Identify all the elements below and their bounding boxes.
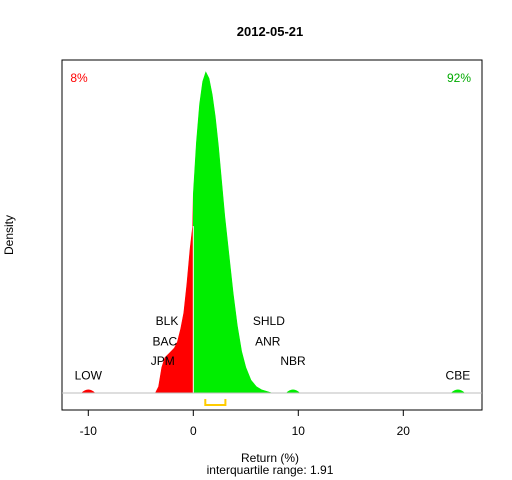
chart-title: 2012-05-21 — [237, 24, 304, 39]
ticker-label: CBE — [446, 368, 471, 382]
outlier-bump — [81, 389, 96, 393]
plot-frame — [61, 59, 483, 411]
ticker-label: JPM — [151, 354, 175, 368]
iqr-range-marker — [204, 399, 227, 406]
ticker-label: ANR — [255, 335, 281, 349]
percent-above-zero: 92% — [447, 71, 471, 85]
ticker-label: SHLD — [253, 314, 285, 328]
x-tick-label: 20 — [397, 424, 411, 438]
x-tick-label: -10 — [80, 424, 98, 438]
outlier-bumps — [81, 389, 465, 393]
ticker-label: BLK — [156, 314, 179, 328]
outlier-bump — [286, 389, 300, 393]
ticker-label: NBR — [280, 354, 306, 368]
x-axis-label: Return (%) — [241, 451, 299, 465]
iqr-bracket — [204, 399, 227, 406]
outlier-bump — [450, 389, 465, 393]
x-axis: -10 0 10 20 — [80, 409, 411, 438]
x-tick-label: 10 — [292, 424, 306, 438]
positive-return-area — [193, 71, 273, 394]
ticker-label: BAC — [153, 335, 178, 349]
percent-below-zero: 8% — [70, 71, 88, 85]
ticker-annotations: LOW BLK BAC JPM SHLD ANR NBR CBE — [75, 314, 471, 383]
ticker-label: LOW — [75, 368, 103, 382]
y-axis-label: Density — [2, 215, 16, 255]
iqr-subtitle: interquartile range: 1.91 — [207, 463, 334, 477]
density-area — [154, 71, 273, 394]
x-tick-label: 0 — [190, 424, 197, 438]
